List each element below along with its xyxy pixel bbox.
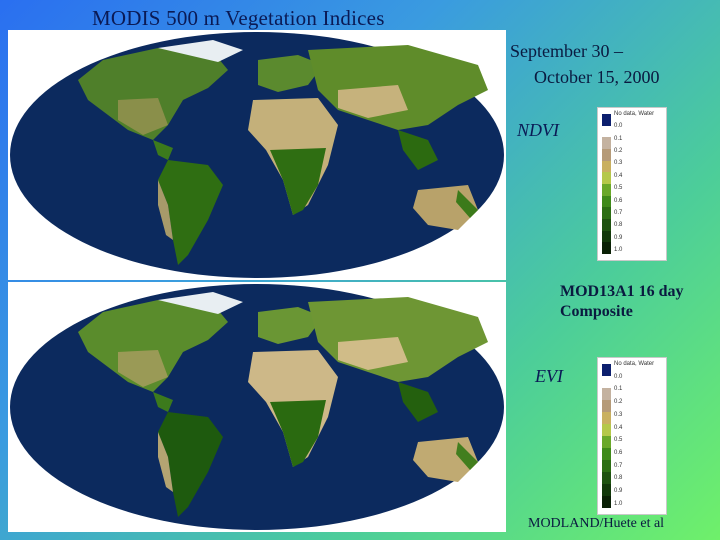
date-range-start: September 30 – [510,41,623,61]
ndvi-legend-tick: 0.2 [614,148,623,155]
evi-label: EVI [535,366,563,386]
evi-ramp-swatch [602,448,611,460]
ndvi-legend-tick: 0.5 [614,185,623,192]
evi-ramp-swatch [602,424,611,436]
africa-tropics [270,400,326,467]
ndvi-legend-tick: 0.9 [614,234,623,241]
product-label: MOD13A1 16 day Composite [560,282,720,322]
ndvi-ramp-swatch [602,125,611,138]
evi-ramp-swatch [602,496,611,508]
evi-ramp-swatch [602,460,611,472]
evi-legend-tick: 0.2 [614,399,623,406]
africa-tropics [270,148,326,215]
europe [258,307,323,344]
greenland-ice [158,292,243,314]
central-asia-desert [338,85,408,118]
ndvi-ramp-swatch [602,219,611,231]
ndvi-ramp-swatch [602,149,611,161]
andes [158,180,173,240]
evi-ramp-swatch [602,376,611,388]
evi-legend-tick: 0.5 [614,437,623,444]
ndvi-legend-tick: 0.6 [614,197,623,204]
product-type: Composite [560,303,633,320]
greenland-ice [158,40,243,62]
ndvi-ramp-swatch [602,172,611,185]
evi-ramp-swatch [602,472,611,484]
evi-legend-tick: 0.1 [614,386,623,393]
ndvi-legend-tick: 0.1 [614,135,623,142]
central-asia-desert [338,337,408,370]
evi-ramp-swatch [602,364,611,376]
ndvi-ramp-swatch [602,207,611,220]
slide-title: MODIS 500 m Vegetation Indices [92,6,385,30]
europe [258,55,323,92]
evi-world-map [8,282,506,532]
product-name: MOD13A1 16 day [560,283,684,300]
evi-ramp-swatch [602,436,611,448]
ndvi-ramp-swatch [602,137,611,150]
ndvi-legend-tick: 0.7 [614,209,623,216]
evi-map-graphic [10,284,504,530]
evi-ramp-swatch [602,400,611,412]
evi-legend-tick: 0.6 [614,450,623,457]
evi-legend-tick: 0.0 [614,373,623,380]
date-range: September 30 – October 15, 2000 [510,38,710,90]
southeast-asia [398,382,438,422]
evi-legend-tick: 0.8 [614,475,623,482]
ndvi-ramp-swatch [602,230,611,243]
evi-legend-tick: 1.0 [614,500,623,507]
central-america [153,140,173,160]
evi-legend: No data, Water 0.0 0.1 0.2 0.3 0.4 0.5 0.6 0.7 0.… [597,357,667,515]
credit: MODLAND/Huete et al [528,516,665,531]
south-america [158,160,223,265]
date-range-end: October 15, 2000 [534,67,660,87]
evi-color-ramp [602,364,611,508]
ndvi-legend-tick: 0.4 [614,172,623,179]
ndvi-world-map [8,30,506,280]
ndvi-legend: No data, Water 0.0 0.1 0.2 0.3 0.4 0.5 0.6 0.7 0.… [597,107,667,261]
north-america-west [118,98,168,135]
ndvi-legend-tick: 1.0 [614,246,623,253]
evi-ramp-swatch [602,388,611,400]
evi-legend-tick: 0.4 [614,424,623,431]
evi-legend-tick: 0.9 [614,488,623,495]
australia-east [456,190,478,218]
evi-legend-tick: 0.3 [614,411,623,418]
ndvi-legend-tick: 0.0 [614,123,623,130]
north-america-west [118,350,168,387]
north-america [78,300,228,392]
ndvi-ramp-swatch [602,184,611,196]
ndvi-color-ramp [602,114,611,255]
evi-ramp-swatch [602,412,611,424]
andes [158,432,173,492]
ndvi-ramp-swatch [602,160,611,173]
ndvi-map-graphic [10,32,504,278]
north-america [78,48,228,140]
ndvi-ramp-swatch [602,114,611,126]
ndvi-label: NDVI [517,120,559,140]
ndvi-legend-tick: 0.8 [614,222,623,229]
ndvi-ramp-swatch [602,195,611,208]
southeast-asia [398,130,438,170]
evi-legend-tick: 0.7 [614,462,623,469]
central-america [153,392,173,412]
evi-legend-ticks: No data, Water 0.0 0.1 0.2 0.3 0.4 0.5 0.6 0.7 0.… [614,361,664,508]
evi-legend-tick: No data, Water [614,361,655,367]
south-america [158,412,223,517]
ndvi-legend-tick: 0.3 [614,160,623,167]
ndvi-ramp-swatch [602,242,611,255]
ndvi-legend-ticks: No data, Water 0.0 0.1 0.2 0.3 0.4 0.5 0.6 0.7 0.… [614,111,664,254]
evi-ramp-swatch [602,484,611,496]
ndvi-legend-tick: No data, Water [614,111,655,117]
australia-east [456,442,478,470]
